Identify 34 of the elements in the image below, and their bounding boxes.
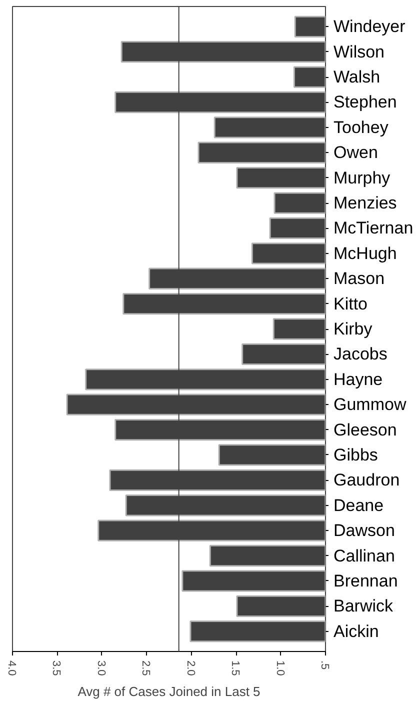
x-tick-label: 1.5 [229,660,242,676]
y-tick-label: Jacobs [334,344,388,364]
x-axis-title: Avg # of Cases Joined in Last 5 [78,684,260,699]
y-tick-label: Aickin [334,622,379,641]
y-tick-label: Owen [334,143,378,162]
y-tick-label: Wilson [334,42,385,62]
y-tick-label: McTiernan [334,218,414,238]
y-tick-label: Kitto [334,294,368,314]
y-tick-label: Barwick [334,596,394,616]
y-tick-label: McHugh [334,244,397,263]
y-tick-label: Walsh [334,68,380,87]
y-tick-label: Brennan [334,571,398,590]
y-tick-label: Kirby [334,320,373,338]
y-tick-label: Gummow [334,395,407,414]
x-tick-label: .5 [318,660,330,670]
x-tick-label: 4.0 [6,660,18,676]
y-tick-label: Hayne [334,370,383,389]
y-tick-label: Murphy [334,168,391,188]
x-tick-label: 2.5 [140,660,152,676]
y-tick-label: Callinan [334,546,395,566]
y-tick-label: Menzies [334,194,397,213]
x-tick-label: 3.5 [50,660,62,676]
y-tick-label: Gleeson [334,420,397,440]
y-tick-label: Gaudron [334,470,400,490]
y-tick-label: Gibbs [334,445,378,464]
y-tick-label: Deane [334,496,384,515]
x-tick-label: 2.0 [184,660,196,676]
x-tick-label: 1.0 [274,660,286,676]
x-tick-label: 3.0 [94,660,107,676]
y-tick-label: Mason [334,269,385,288]
y-tick-label: Toohey [334,118,389,137]
y-tick-label: Dawson [334,521,395,540]
y-tick-label: Windeyer [334,17,406,36]
y-tick-label: Stephen [334,92,397,112]
